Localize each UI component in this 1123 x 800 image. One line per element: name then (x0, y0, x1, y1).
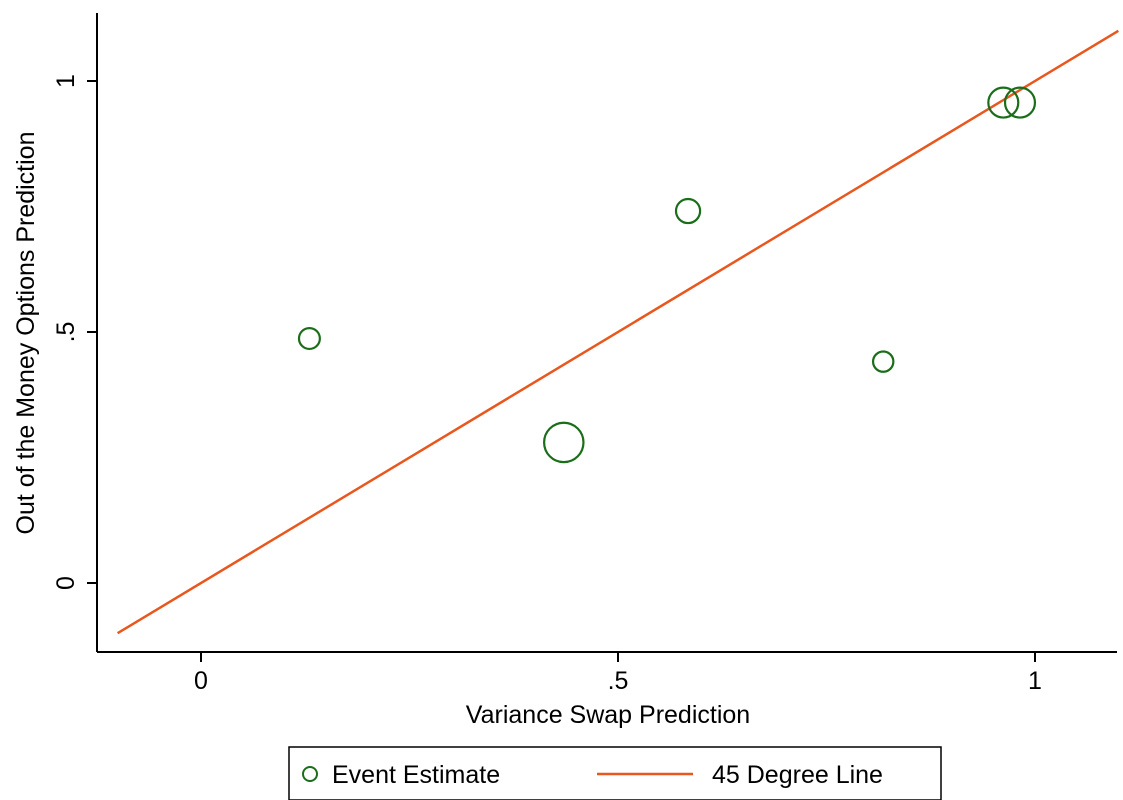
event-estimate-point (297, 326, 321, 351)
event-estimate-point (987, 86, 1020, 119)
event-estimate-point (1003, 86, 1037, 119)
event-estimate-point (674, 197, 702, 225)
y-tick-label: 1 (52, 74, 80, 88)
legend-label-45-degree-line: 45 Degree Line (712, 761, 883, 789)
y-axis-label: Out of the Money Options Prediction (12, 132, 40, 535)
legend-marker-event-estimate (302, 766, 318, 782)
x-tick-label: 0 (194, 667, 208, 695)
series-line-45-degree (116, 29, 1120, 635)
legend: Event Estimate 45 Degree Line (288, 746, 942, 800)
y-tick-label: .5 (52, 322, 80, 343)
y-tick-label: 0 (52, 576, 80, 590)
legend-label-event-estimate: Event Estimate (332, 761, 500, 789)
event-estimate-point (543, 421, 585, 464)
plot-layer (116, 29, 1120, 635)
x-axis-label: Variance Swap Prediction (466, 701, 750, 729)
x-tick-label: 1 (1028, 667, 1042, 695)
event-estimate-point (871, 350, 895, 373)
x-tick-label: .5 (608, 667, 629, 695)
axes-layer: Variance Swap Prediction Out of the Mone… (12, 13, 1117, 729)
